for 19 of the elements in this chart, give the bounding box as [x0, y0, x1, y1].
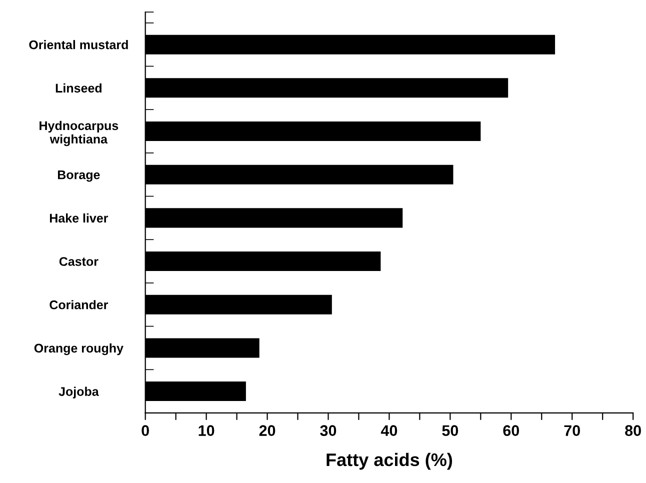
y-tick-label: Coriander	[50, 300, 108, 310]
x-tick-label: 0	[142, 425, 149, 436]
y-tick-label: Borage	[58, 170, 100, 182]
x-tick-label: 70	[564, 425, 580, 436]
y-tick-label: Linseed	[56, 83, 102, 93]
x-tick-label: 40	[380, 425, 398, 436]
x-tick-label: 60	[503, 425, 520, 436]
x-tick-label: 20	[259, 425, 276, 436]
y-tick-label: Hake liver	[50, 213, 108, 223]
y-tick-label: Hydnocarpus wightiana	[40, 120, 118, 146]
y-tick-label: Castor	[59, 257, 98, 266]
x-tick-label: 10	[198, 425, 214, 436]
x-tick-label: 50	[442, 425, 458, 436]
y-tick-label: Oriental mustard	[29, 40, 128, 50]
y-tick-label: Jojoba	[58, 386, 99, 398]
y-tick-label: Orange roughy	[34, 343, 124, 356]
x-tick-label: 30	[320, 425, 336, 436]
x-tick-label: 80	[625, 425, 641, 436]
x-axis-title: Fatty acids (%)	[326, 452, 452, 470]
